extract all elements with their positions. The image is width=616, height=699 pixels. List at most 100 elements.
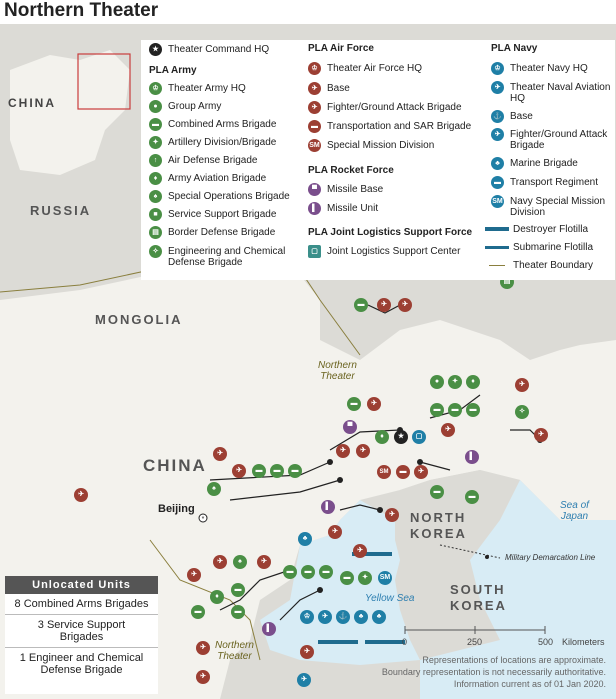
map-marker-combined-arms: ▬	[340, 571, 354, 585]
map-marker-special-mission-navy: SM	[378, 571, 392, 585]
tank-icon: ▬	[149, 118, 162, 131]
map-marker-artillery: ✦	[358, 571, 372, 585]
theater-army-hq-icon: ♔	[149, 82, 162, 95]
map-marker-combined-arms: ▬	[448, 403, 462, 417]
legend-heading-navy: PLA Navy	[491, 43, 538, 54]
map-marker-airbase: ✈	[534, 428, 548, 442]
map-marker-navy-base: ⚓	[336, 610, 350, 624]
map-marker-aviation: ♦	[210, 590, 224, 604]
map-marker-combined-arms: ▬	[354, 298, 368, 312]
note-line: Information current as of 01 Jan 2020.	[453, 679, 606, 689]
note-line: Boundary representation is not necessari…	[381, 667, 606, 677]
russia-label: RUSSIA	[30, 203, 92, 218]
legend-heading-army: PLA Army	[149, 65, 197, 76]
group-army-icon: ●	[149, 100, 162, 113]
naval-aviation-hq-icon: ✈	[491, 81, 504, 94]
map-marker-navy-hq: ♔	[300, 610, 314, 624]
map-marker-fighter: ✈	[441, 423, 455, 437]
legend-heading-rocket: PLA Rocket Force	[308, 165, 394, 176]
theater-hq-icon: ★	[149, 43, 162, 56]
border-defense-icon: ▤	[149, 226, 162, 239]
logistics-center-icon: ▢	[308, 245, 321, 258]
map-marker-transport: ▬	[396, 465, 410, 479]
south-korea-label: SOUTH KOREA	[450, 582, 507, 613]
missile-base-icon: ▀	[308, 183, 321, 196]
map-marker-artillery: ✦	[448, 375, 462, 389]
map-marker-aviation: ♦	[375, 430, 389, 444]
map-marker-theater-hq: ★	[394, 430, 408, 444]
map-marker-missile-base: ▀	[343, 420, 357, 434]
beijing-label: Beijing	[158, 503, 195, 515]
page-title: Northern Theater	[4, 0, 159, 21]
unlocated-item: 8 Combined Arms Brigades	[5, 594, 158, 615]
map-marker-special-mission: SM	[377, 465, 391, 479]
map-marker-logistics: ▢	[412, 430, 426, 444]
truck-icon: ■	[149, 208, 162, 221]
legend-heading-airforce: PLA Air Force	[308, 43, 374, 54]
map-marker-aviation: ♦	[466, 375, 480, 389]
scale-unit: Kilometers	[562, 637, 605, 647]
unlocated-heading: Unlocated Units	[5, 576, 158, 594]
map-marker-fighter: ✈	[328, 525, 342, 539]
map-marker-airbase: ✈	[257, 555, 271, 569]
map-marker-marine: ♣	[354, 610, 368, 624]
destroyer-icon	[485, 227, 509, 231]
inset-china-label: CHINA	[8, 96, 56, 110]
air-defense-icon: ↑	[149, 154, 162, 167]
scale-tick-0: 0	[402, 637, 408, 647]
map-marker-combined-arms: ▬	[231, 583, 245, 597]
map-marker-combined-arms: ▬	[430, 485, 444, 499]
scale-tick-500: 500	[538, 637, 554, 647]
naval-fighter-icon: ✈	[491, 128, 504, 141]
map-marker-fighter: ✈	[353, 544, 367, 558]
engineering-icon: ✧	[149, 245, 162, 258]
artillery-icon: ✦	[149, 136, 162, 149]
map-marker-airbase: ✈	[515, 378, 529, 392]
sea-of-japan-label: Sea of Japan	[560, 500, 589, 522]
map-marker-combined-arms: ▬	[301, 565, 315, 579]
marine-icon: ♣	[491, 157, 504, 170]
map-marker-missile-unit: ▌	[262, 622, 276, 636]
legend-heading-logistics: PLA Joint Logistics Support Force	[308, 227, 473, 238]
map-marker-airbase: ✈	[300, 645, 314, 659]
map-marker-naval-aviation: ✈	[297, 673, 311, 687]
helicopter-icon: ♦	[149, 172, 162, 185]
submarine-icon	[485, 246, 509, 249]
mongolia-label: MONGOLIA	[95, 312, 183, 327]
air-force-hq-icon: ♔	[308, 62, 321, 75]
map-marker-fighter: ✈	[356, 444, 370, 458]
map-marker-combined-arms: ▬	[231, 605, 245, 619]
map-marker-engineering: ✧	[515, 405, 529, 419]
map-marker-fighter: ✈	[398, 298, 412, 312]
svg-text:*: *	[202, 516, 205, 523]
navy-hq-icon: ♔	[491, 62, 504, 75]
map-marker-airbase: ✈	[213, 555, 227, 569]
boundary-line-icon	[489, 265, 505, 266]
map-marker-fighter: ✈	[232, 464, 246, 478]
special-mission-icon: SM	[308, 139, 321, 152]
map-marker-airbase: ✈	[385, 508, 399, 522]
map-marker-combined-arms: ▬	[465, 490, 479, 504]
fighter-icon: ✈	[308, 101, 321, 114]
map-marker-fighter: ✈	[367, 397, 381, 411]
map-marker-airbase: ✈	[187, 568, 201, 582]
transport-aircraft-icon: ▬	[308, 120, 321, 133]
map-marker-combined-arms: ▬	[252, 464, 266, 478]
map-marker-combined-arms: ▬	[347, 397, 361, 411]
legend: ★ Theater Command HQ PLA Army ♔ Theater A…	[141, 40, 615, 280]
map-marker-fighter: ✈	[74, 488, 88, 502]
map-marker-airbase: ✈	[213, 447, 227, 461]
note-line: Representations of locations are approxi…	[422, 655, 606, 665]
map-marker-marine: ♣	[372, 610, 386, 624]
map-marker-combined-arms: ▬	[270, 464, 284, 478]
scale-tick-250: 250	[467, 637, 483, 647]
map-marker-fighter: ✈	[336, 444, 350, 458]
map-marker-fighter: ✈	[196, 670, 210, 684]
map-marker-naval-aviation: ✈	[318, 610, 332, 624]
north-korea-label: NORTH KOREA	[410, 510, 467, 541]
map-marker-special-ops: ♠	[207, 482, 221, 496]
navy-base-icon: ⚓	[491, 110, 504, 123]
missile-unit-icon: ▌	[308, 202, 321, 215]
map-marker-combined-arms: ▬	[283, 565, 297, 579]
